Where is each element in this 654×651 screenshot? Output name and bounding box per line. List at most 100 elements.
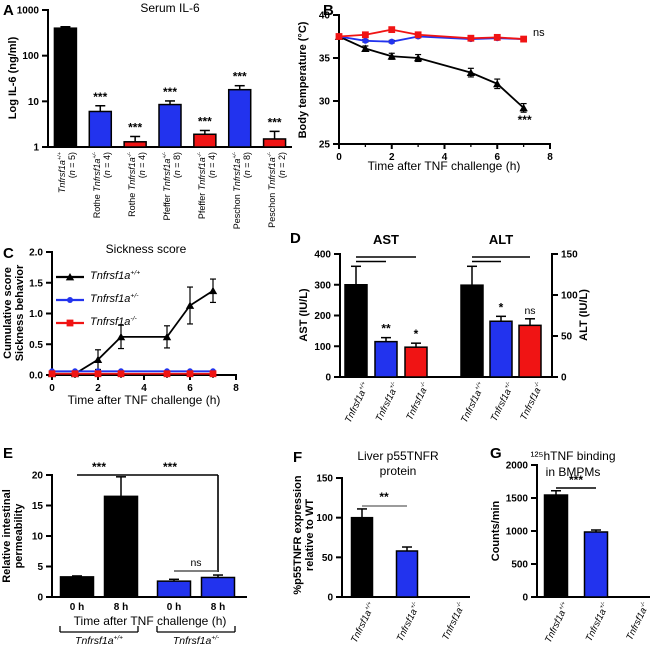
x-tick-label: 0 h — [70, 602, 84, 613]
y-tick-label: 150 — [316, 474, 333, 485]
y-tick-label: 1 — [33, 143, 39, 154]
marker-triangle — [116, 332, 126, 341]
y-tick-label: 40 — [319, 11, 331, 22]
panel-e-xlabel: Time after TNF challenge (h) — [73, 614, 227, 628]
y-axis-label: AST (IU/L) — [298, 288, 310, 342]
panel-a-letter: A — [3, 2, 14, 19]
bar — [200, 576, 236, 598]
marker-square — [361, 31, 369, 39]
marker-square — [335, 33, 343, 40]
y-axis-label: Cumulative score Sickness behavior — [2, 264, 26, 362]
panel-g: 0 500 1000 1500 2000 *** G ¹²⁵hTNF binding in… — [478, 435, 654, 651]
x-tick-label: 0 — [336, 152, 342, 163]
group-title: AST — [373, 232, 399, 247]
marker-triangle — [466, 68, 476, 77]
y-tick-label: 10 — [32, 532, 44, 543]
marker-square — [48, 370, 56, 378]
ns-label: ns — [533, 27, 545, 39]
sig-label: * — [414, 327, 419, 341]
x-tick-label: 2 — [389, 152, 395, 163]
y-tick-label: 30 — [319, 97, 331, 108]
bar — [103, 495, 139, 598]
marker-square — [66, 319, 74, 327]
y-tick-label: 100 — [314, 342, 331, 353]
y-axis-label: %p55TNFR expression relative to WT — [292, 475, 316, 595]
panel-c-title: Sickness score — [105, 242, 187, 256]
y-tick-label: 0.5 — [29, 340, 43, 351]
y-axis-label: Log IL-6 (ng/ml) — [7, 36, 19, 120]
bar — [344, 284, 368, 378]
y-tick-label: 50 — [561, 332, 573, 343]
panel-e: 0 5 10 15 20 0 h 8 h 0 h 8 h *** *** ns E Time afte… — [0, 435, 290, 651]
sig-label: *** — [93, 90, 107, 104]
group-title: ALT — [488, 232, 514, 247]
x-tick-label: 4 — [442, 152, 448, 163]
sig-label: * — [499, 300, 504, 314]
bar — [489, 320, 513, 378]
panel-f-chart: 0 50 100 150 ** — [316, 474, 470, 604]
x-tick-label: 8 h — [211, 602, 225, 613]
y-tick-label: 10 — [28, 97, 40, 108]
y-axis-label: Body temperature (°C) — [297, 21, 309, 139]
sig-label: *** — [268, 115, 282, 129]
panel-f-title-line2: protein — [379, 464, 417, 478]
sig-label: *** — [233, 70, 247, 84]
sig-label: *** — [163, 85, 177, 99]
y-tick-label: 0 — [37, 593, 43, 604]
marker-triangle — [185, 301, 195, 309]
y-tick-label: 1000 — [17, 6, 40, 17]
marker-triangle — [519, 103, 528, 112]
x-tick-label: 6 — [494, 152, 500, 163]
sig-label: ns — [190, 557, 201, 569]
sig-label: *** — [128, 120, 142, 134]
y-tick-label: 500 — [511, 560, 528, 571]
panel-c: 0.0 0.5 1.0 1.5 2.0 0 2 4 6 8 C Sickness score Ti… — [0, 220, 290, 435]
panel-c-letter: C — [3, 245, 14, 262]
sig-label: *** — [92, 460, 106, 474]
marker-triangle — [208, 286, 218, 295]
y-axis-label: Counts/min — [490, 500, 502, 562]
marker-triangle — [162, 332, 172, 341]
bar — [158, 103, 182, 148]
marker-square — [117, 370, 125, 378]
bar — [59, 576, 95, 598]
bar — [123, 141, 147, 148]
bar — [53, 27, 78, 148]
bar — [518, 324, 542, 378]
panel-g-letter: G — [490, 445, 502, 462]
panel-b: 25 30 35 40 0 2 4 6 8 *** B Time after TNF challe… — [293, 0, 654, 228]
panel-a: 1 10 100 1000 *** *** *** *** *** *** A Serum IL-… — [0, 0, 300, 229]
y-tick-label: 25 — [319, 140, 331, 151]
x-tick-label: 4 — [141, 383, 147, 394]
marker-square — [520, 35, 528, 43]
y-axis-label: Relative intestinal permeability — [1, 489, 25, 583]
panel-e-chart: 0 5 10 15 20 0 h 8 h 0 h 8 h *** *** ns — [32, 460, 247, 633]
y-tick-label: 0 — [325, 373, 331, 384]
sig-label: ** — [379, 490, 389, 504]
marker-square — [163, 370, 171, 378]
sig-label: *** — [198, 114, 212, 128]
bar — [404, 346, 428, 378]
panel-f-title-line1: Liver p55TNFR — [357, 449, 439, 463]
marker-triangle — [361, 44, 370, 52]
panel-g-title-line2: in BMPMs — [545, 465, 601, 479]
marker-triangle — [387, 52, 396, 60]
y-tick-label: 100 — [561, 291, 578, 302]
bar — [262, 138, 287, 148]
panel-g-chart: 0 500 1000 1500 2000 *** — [506, 461, 650, 604]
bar — [583, 531, 609, 598]
marker-triangle — [493, 79, 502, 88]
sig-label: *** — [569, 473, 583, 487]
y-tick-label: 2000 — [506, 461, 529, 472]
sig-label: *** — [163, 460, 177, 474]
x-tick-label: 0 — [49, 383, 55, 394]
bar — [156, 580, 192, 598]
y-tick-label: 1.0 — [29, 309, 43, 320]
marker-circle — [362, 37, 369, 44]
y-tick-label: 15 — [32, 501, 44, 512]
sig-label: ns — [524, 305, 535, 317]
panel-g-title-line1: ¹²⁵hTNF binding — [530, 449, 616, 463]
bar — [227, 88, 252, 148]
y-tick-label: 0 — [522, 593, 528, 604]
